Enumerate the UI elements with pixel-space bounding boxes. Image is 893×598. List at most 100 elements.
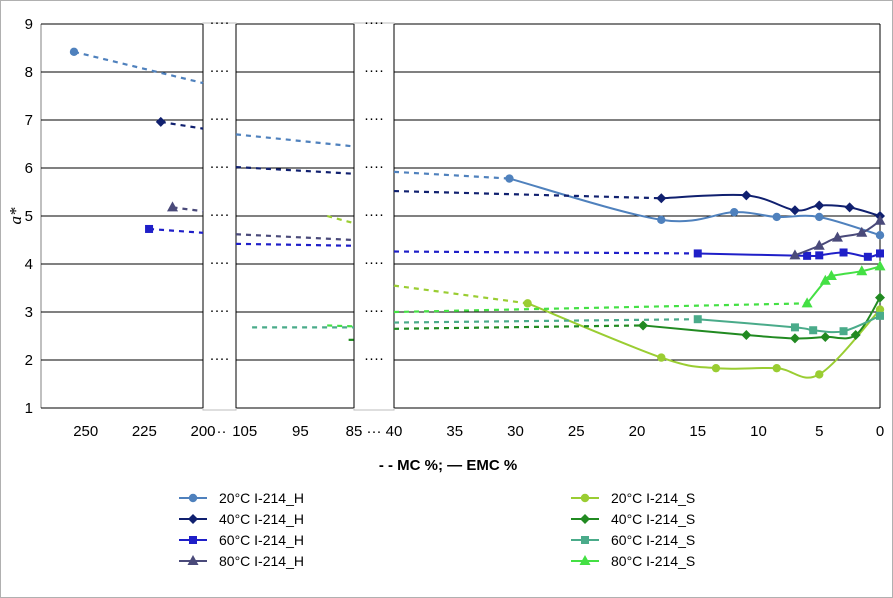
x-tick-label: 30 [507,423,524,440]
legend-marker [580,514,590,524]
y-tick-label: 6 [25,160,33,177]
data-point [825,270,837,280]
x-tick-label: 85 [346,423,363,440]
data-point [167,201,179,212]
series-mc-line [393,284,528,305]
series-emc-line [806,265,881,304]
data-point [820,331,831,342]
data-point [815,251,824,260]
data-point [801,297,813,308]
legend-marker [188,493,198,503]
x-tick-label: 40 [386,423,403,440]
data-point [741,330,752,341]
legend-marker [189,536,197,544]
data-point [856,265,868,276]
x-tick-label: 20 [629,423,646,440]
data-point [850,330,861,341]
legend-label: 40°C I-214_S [611,511,695,527]
x-tick-label: 200 [190,423,215,440]
data-point [505,174,514,183]
x-tick-label: 105 [232,423,257,440]
data-point [875,231,885,240]
break-dots: ···· [210,254,230,271]
data-point [155,116,166,127]
data-point [741,190,752,201]
data-point [657,215,666,225]
y-tick-label: 3 [25,304,33,321]
series-mc-line [393,302,808,314]
data-point [875,292,885,303]
data-point [839,248,848,257]
y-tick-label: 1 [25,400,33,417]
series-emc-line [697,314,881,334]
legend-label: 40°C I-214_H [219,511,304,527]
series-mc-line [235,133,355,148]
x-tick-label: 10 [750,423,767,440]
data-point [844,202,855,213]
legend-caption: - - MC %; — EMC % [379,457,517,474]
series-mc-line [393,170,510,180]
break-dots: ···· [210,110,230,127]
series-mc-line [327,324,355,328]
data-point [790,323,799,332]
data-point [523,299,532,308]
legend-label: 80°C I-214_H [219,553,304,569]
data-point [69,47,79,57]
break-dots: ···· [364,158,384,175]
break-dots: ···· [364,62,384,79]
data-point [730,207,739,217]
series-mc-line [73,50,204,85]
data-point [145,224,154,233]
x-tick-label: 225 [132,423,157,440]
break-dots: ···· [364,302,384,319]
series-mc-line [393,324,644,330]
y-tick-label: 2 [25,352,33,369]
y-axis-label: a* [6,207,25,225]
break-dots: ···· [210,302,230,319]
data-point [876,311,884,320]
data-point [874,260,886,271]
y-tick-label: 5 [25,208,33,225]
x-break-dots: ··· [212,423,227,440]
series-mc-line [326,214,355,225]
data-point [815,212,824,222]
series-mc-line [148,227,204,234]
y-tick-label: 9 [25,16,33,33]
break-dots: ···· [210,158,230,175]
legend-marker [581,536,589,544]
break-dots: ···· [364,110,384,127]
series-mc-line [235,242,355,247]
series-mc-line [393,318,698,324]
series-mc-line [393,250,698,255]
series-emc-line [697,251,881,258]
data-point [803,251,812,260]
x-tick-label: 0 [876,423,884,440]
data-point [856,226,868,237]
data-point [875,305,885,314]
x-tick-label: 95 [292,423,309,440]
y-tick-label: 8 [25,64,33,81]
data-point [789,205,800,216]
y-tick-label: 4 [25,256,33,273]
legend-marker [579,555,591,565]
break-dots: ···· [364,254,384,271]
data-point [831,231,843,242]
data-point [863,252,872,261]
data-point [772,212,781,222]
break-dots: ···· [210,206,230,223]
data-point [789,249,801,260]
x-tick-label: 5 [815,423,823,440]
x-tick-label: 15 [689,423,706,440]
data-point [693,249,702,258]
break-dots: ···· [364,206,384,223]
legend-label: 60°C I-214_S [611,532,695,548]
data-point [711,363,721,373]
series-mc-line [160,120,204,130]
series-mc-line [393,189,662,200]
data-point [693,315,702,324]
legend-label: 60°C I-214_H [219,532,304,548]
x-tick-label: 25 [568,423,585,440]
x-tick-label: 250 [73,423,98,440]
